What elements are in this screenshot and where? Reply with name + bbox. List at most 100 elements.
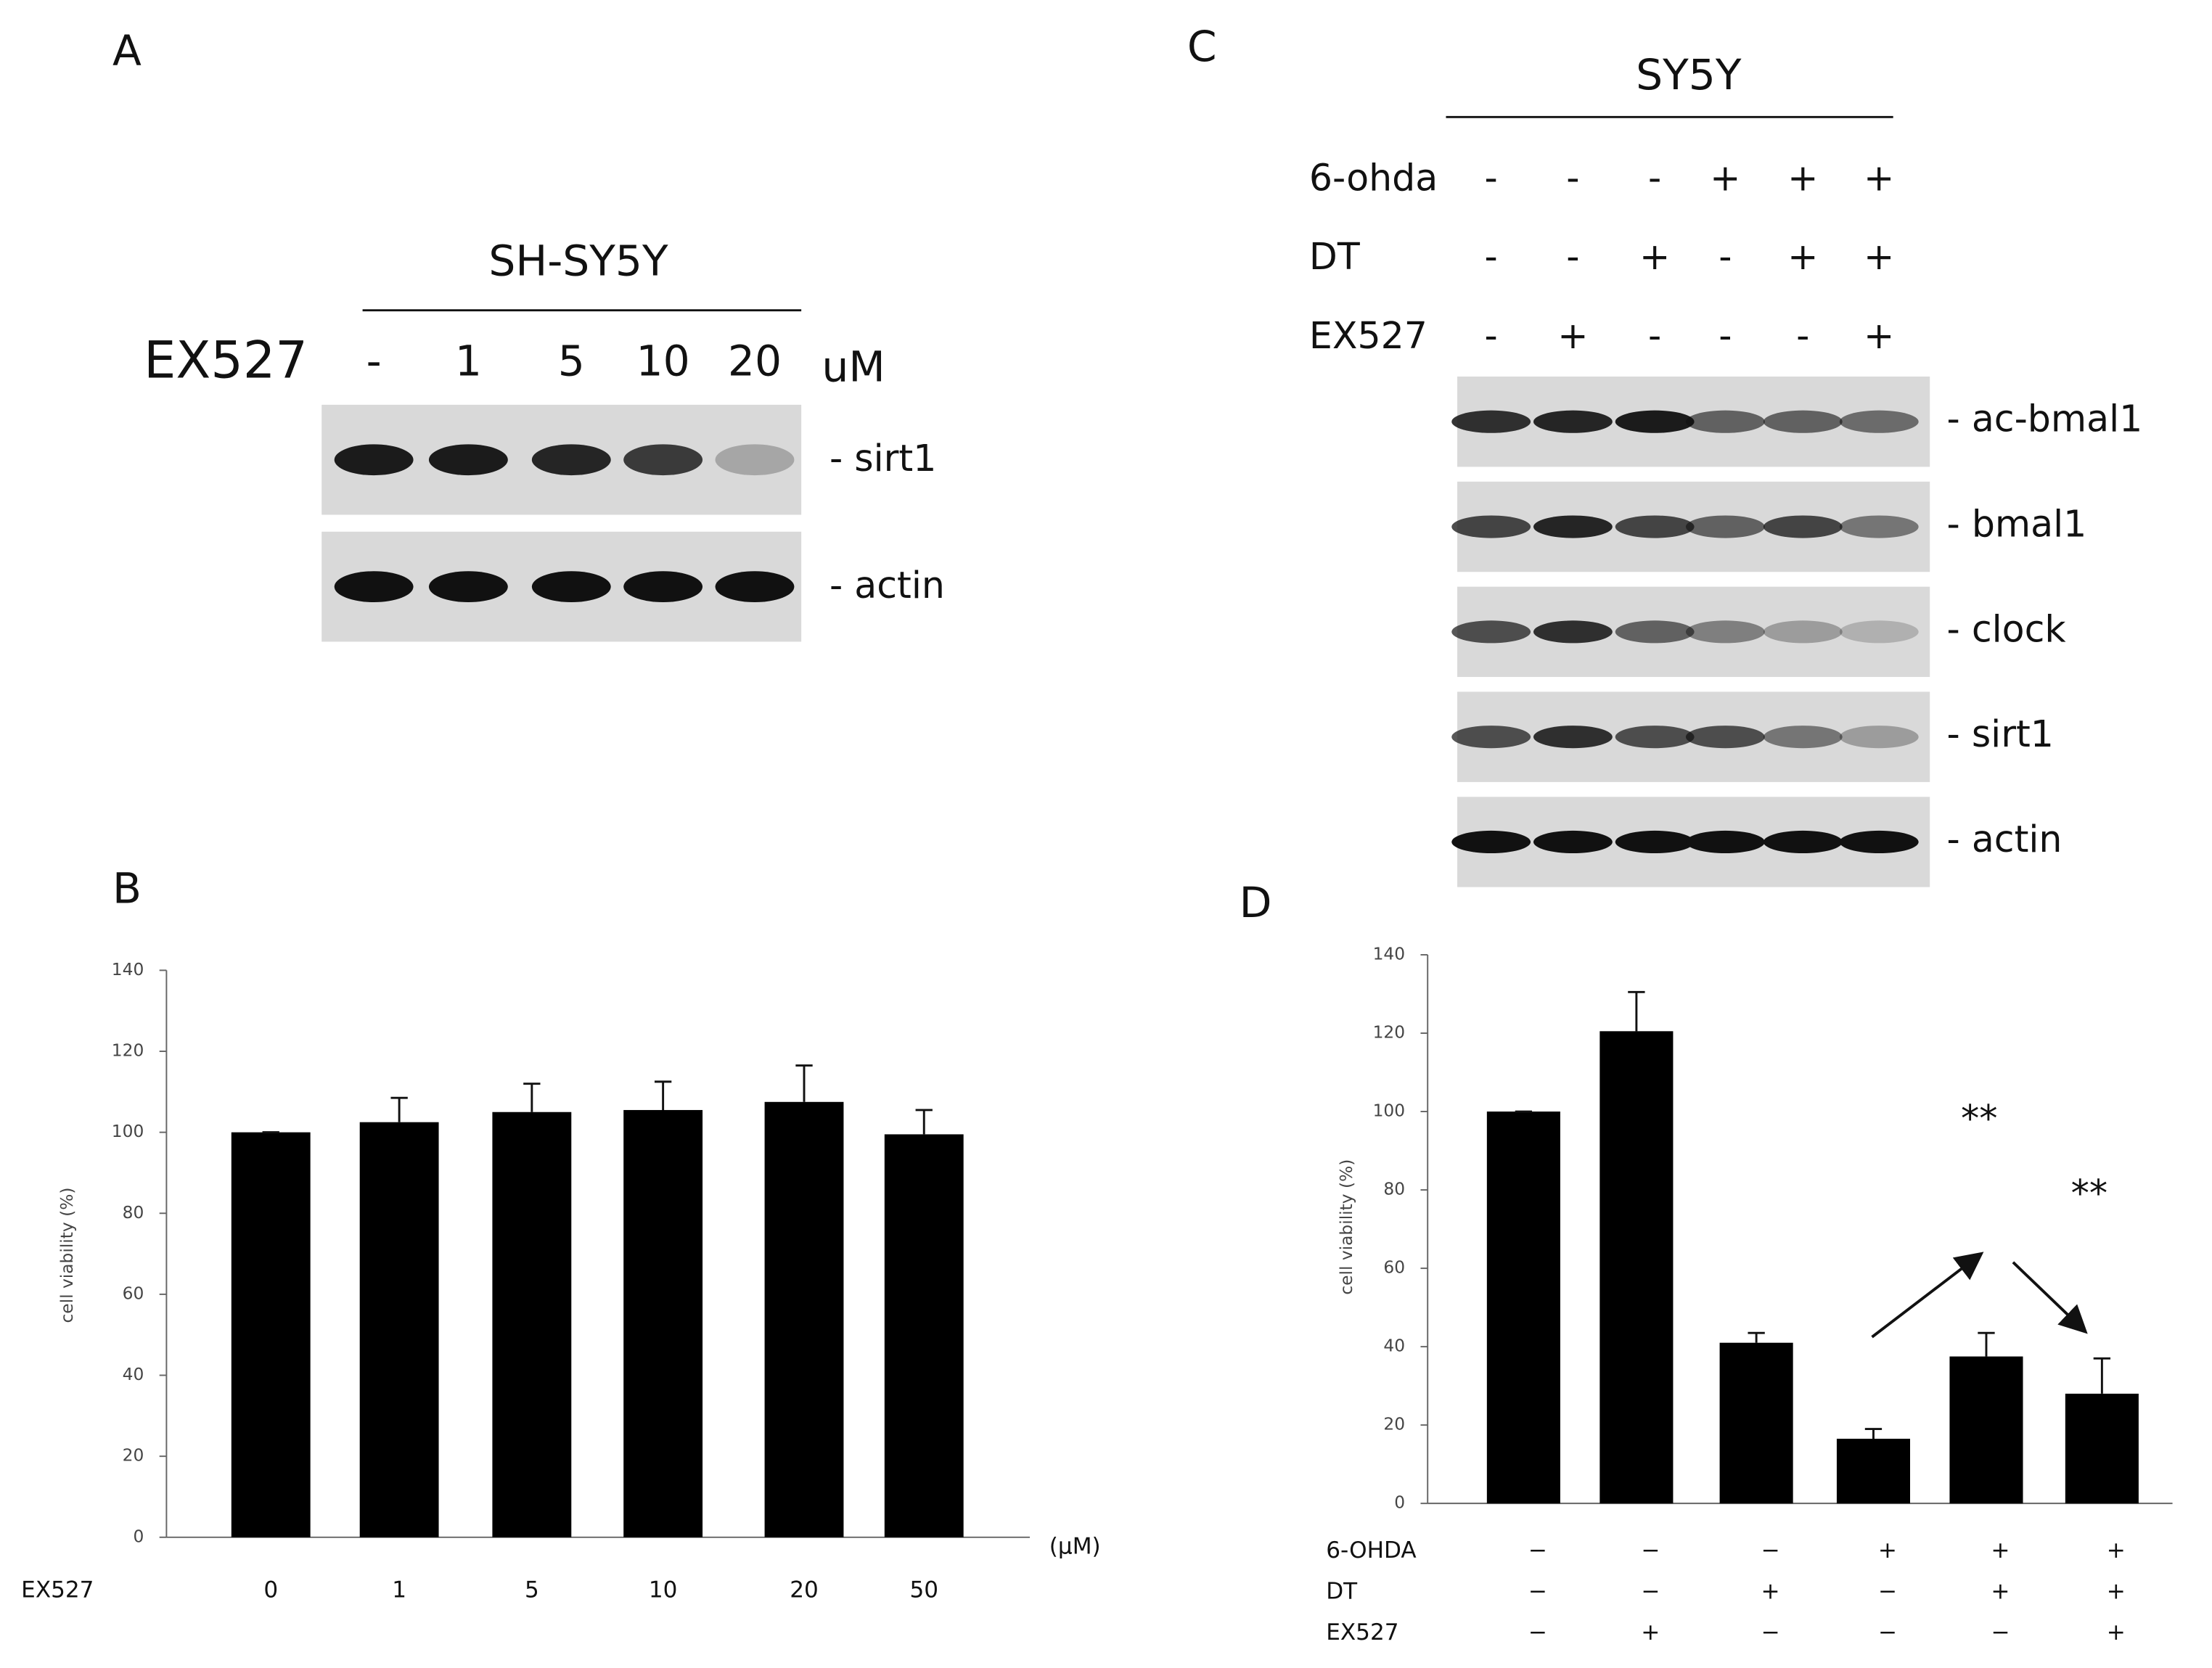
sign: + xyxy=(1787,235,1818,278)
band-label: - actin xyxy=(830,564,945,607)
sign: - xyxy=(1566,235,1579,278)
sign: - xyxy=(1485,156,1498,199)
panel-label: B xyxy=(112,864,142,913)
x-tick-label: 1 xyxy=(392,1577,406,1603)
cell-line: SY5Y xyxy=(1636,50,1742,99)
sign: − xyxy=(1761,1619,1780,1646)
x-tick-label: 5 xyxy=(525,1577,539,1603)
band xyxy=(531,571,611,603)
sign: - xyxy=(1648,156,1661,199)
sign: - xyxy=(1485,314,1498,357)
error-bar xyxy=(1748,1331,1765,1343)
row-label: EX527 xyxy=(1309,314,1427,357)
sign: − xyxy=(1991,1619,2010,1646)
error-bar xyxy=(390,1096,408,1122)
band xyxy=(1615,515,1695,538)
x-tick-label: 10 xyxy=(649,1577,678,1603)
bar xyxy=(492,1112,572,1537)
y-tick-label: 120 xyxy=(1373,1023,1406,1043)
bar xyxy=(884,1134,964,1537)
y-tick-label: 20 xyxy=(1383,1415,1405,1434)
error-bar xyxy=(523,1082,541,1112)
band-label: - bmal1 xyxy=(1947,503,2087,546)
sign: + xyxy=(1991,1579,2010,1605)
sign: − xyxy=(1641,1537,1660,1564)
annotation: ** xyxy=(2071,1172,2108,1215)
error-bar xyxy=(2093,1357,2111,1394)
y-tick-label: 120 xyxy=(112,1041,144,1061)
arrow xyxy=(1871,1252,1984,1339)
bar xyxy=(2065,1393,2139,1504)
y-tick-label: 140 xyxy=(112,960,144,979)
band xyxy=(1685,515,1765,538)
sign: − xyxy=(1528,1579,1547,1605)
error-bar xyxy=(1864,1428,1883,1439)
y-tick-label: 0 xyxy=(133,1527,144,1546)
annotation: ** xyxy=(1961,1097,1998,1140)
band xyxy=(1839,515,1919,538)
condition-label: DT xyxy=(1326,1579,1358,1605)
y-tick-label: 100 xyxy=(112,1122,144,1141)
x-tick-label: 0 xyxy=(263,1577,278,1603)
band xyxy=(1763,830,1843,854)
band xyxy=(531,444,611,476)
y-axis-label: cell viability (%) xyxy=(57,1188,77,1323)
y-tick-label: 60 xyxy=(1383,1258,1405,1278)
y-tick-label: 140 xyxy=(1373,944,1406,964)
condition-label: 6-OHDA xyxy=(1326,1537,1417,1564)
bar xyxy=(1486,1112,1560,1504)
bar xyxy=(764,1101,844,1537)
bar xyxy=(231,1132,311,1537)
band-label: - sirt1 xyxy=(1947,712,2054,755)
sign: − xyxy=(1528,1537,1547,1564)
y-tick-label: 40 xyxy=(1383,1336,1405,1356)
band-label: - sirt1 xyxy=(830,437,936,480)
cell-line: SH-SY5Y xyxy=(488,237,668,286)
band xyxy=(1451,830,1531,854)
lane-label: 1 xyxy=(455,337,482,386)
band xyxy=(1615,726,1695,749)
lane-label: 20 xyxy=(728,337,782,386)
sign: - xyxy=(1719,314,1732,357)
x-tick-label: 20 xyxy=(790,1577,819,1603)
sign: + xyxy=(1991,1537,2010,1564)
error-bar xyxy=(795,1064,813,1102)
band xyxy=(1451,620,1531,644)
bar xyxy=(1836,1439,1910,1504)
sign: + xyxy=(1864,235,1894,278)
lane-label: 10 xyxy=(636,337,690,386)
band xyxy=(1685,726,1765,749)
y-tick-label: 80 xyxy=(1383,1180,1405,1199)
bar xyxy=(1949,1356,2023,1504)
band xyxy=(1685,830,1765,854)
panel-label: A xyxy=(112,26,142,75)
row-label: 6-ohda xyxy=(1309,156,1438,199)
band xyxy=(1451,515,1531,538)
sign: + xyxy=(2107,1579,2126,1605)
band-label: - clock xyxy=(1947,607,2067,650)
band xyxy=(334,444,414,476)
band xyxy=(1533,830,1613,854)
sign: - xyxy=(1796,314,1809,357)
band xyxy=(715,571,795,603)
y-tick-label: 100 xyxy=(1373,1101,1406,1121)
band xyxy=(428,444,508,476)
bar xyxy=(1599,1031,1674,1504)
band xyxy=(1615,830,1695,854)
sign: + xyxy=(1761,1579,1780,1605)
sign: + xyxy=(1787,156,1818,199)
error-bar xyxy=(1628,990,1645,1032)
band xyxy=(1533,410,1613,433)
band xyxy=(1533,726,1613,749)
sign: − xyxy=(1641,1579,1660,1605)
sign: + xyxy=(1710,156,1740,199)
y-tick-label: 40 xyxy=(123,1365,144,1384)
band xyxy=(1839,830,1919,854)
panel-label: C xyxy=(1187,22,1217,71)
arrow xyxy=(2012,1261,2088,1334)
sign: + xyxy=(2107,1619,2126,1646)
band xyxy=(1763,620,1843,644)
band-label: - ac-bmal1 xyxy=(1947,398,2143,440)
